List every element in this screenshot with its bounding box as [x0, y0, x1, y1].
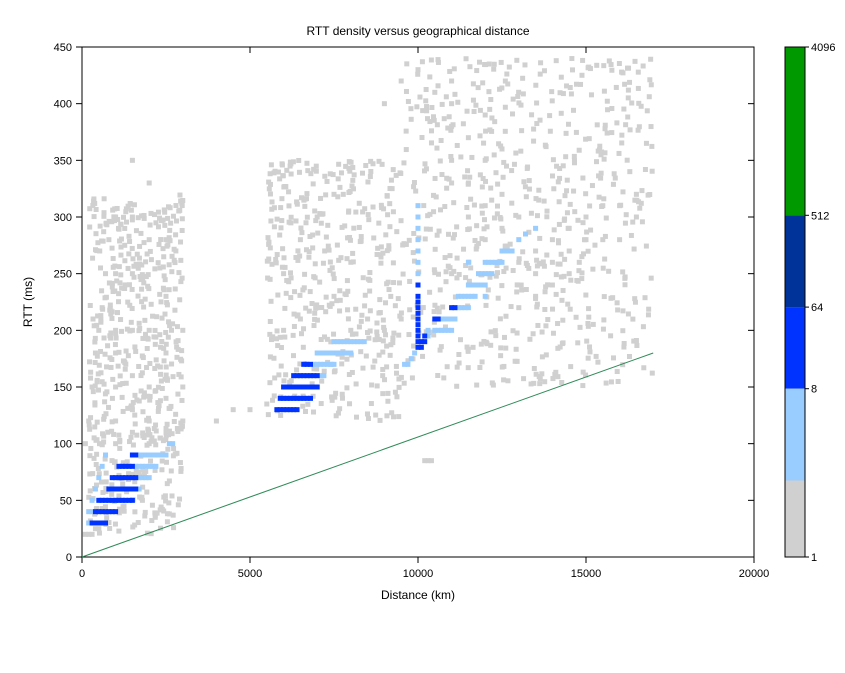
svg-text:20000: 20000: [739, 568, 770, 580]
svg-text:400: 400: [54, 99, 72, 111]
rtt-density-chart: RTT density versus geographical distance…: [0, 0, 845, 673]
svg-text:0: 0: [79, 568, 85, 580]
svg-text:1: 1: [811, 552, 817, 564]
heatmap-cells: [83, 56, 655, 537]
chart-title: RTT density versus geographical distance: [306, 24, 529, 38]
svg-text:4096: 4096: [811, 42, 835, 54]
svg-text:350: 350: [54, 155, 72, 167]
svg-text:150: 150: [54, 382, 72, 394]
svg-text:50: 50: [60, 495, 72, 507]
svg-text:0: 0: [66, 552, 72, 564]
svg-text:15000: 15000: [571, 568, 602, 580]
svg-text:10000: 10000: [403, 568, 434, 580]
svg-text:5000: 5000: [238, 568, 262, 580]
x-axis-label: Distance (km): [381, 588, 455, 602]
svg-text:64: 64: [811, 302, 823, 314]
svg-text:100: 100: [54, 439, 72, 451]
colorbar: 4096 512 64 8 1: [785, 42, 835, 564]
svg-text:250: 250: [54, 269, 72, 281]
x-ticks: 0 5000 10000 15000 20000: [79, 47, 769, 580]
svg-text:200: 200: [54, 325, 72, 337]
svg-text:450: 450: [54, 42, 72, 54]
svg-text:512: 512: [811, 210, 829, 222]
svg-text:300: 300: [54, 212, 72, 224]
y-axis-label: RTT (ms): [21, 277, 35, 327]
svg-text:8: 8: [811, 384, 817, 396]
